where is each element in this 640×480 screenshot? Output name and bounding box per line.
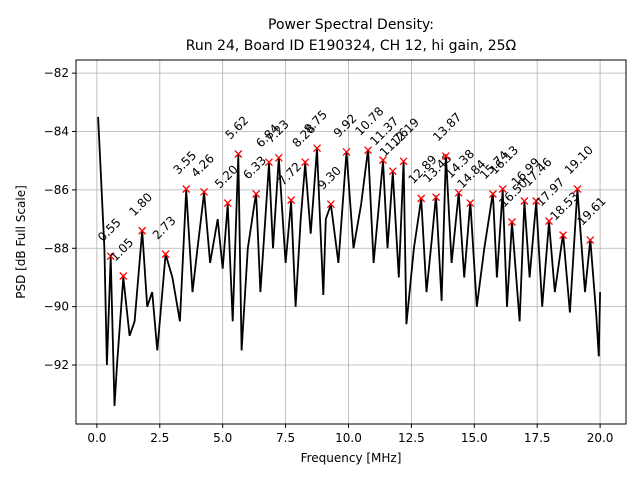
peak-marker [559,231,568,240]
peak-marker [466,199,475,207]
peak-marker [399,157,408,166]
peak-marker [498,185,507,193]
peak-marker [432,193,441,202]
x-tick-label: 7.5 [276,431,295,445]
peak-label: 19.10 [562,143,596,177]
peak-marker [378,156,387,165]
x-tick-label: 12.5 [398,431,425,445]
peak-marker [161,250,170,259]
peak-marker [388,167,397,176]
peak-label: 1.05 [108,235,137,264]
peak-marker [441,152,450,160]
peak-marker [234,150,243,158]
peak-marker [342,147,351,156]
x-tick-label: 5.0 [213,431,232,445]
x-tick-label: 10.0 [335,431,362,445]
peak-label: 5.62 [223,113,252,142]
peak-marker [301,158,310,167]
peak-marker [364,146,373,155]
peak-marker [454,188,463,197]
x-tick-label: 0.0 [87,431,106,445]
peak-label: 9.30 [315,164,344,193]
y-tick-label: −84 [44,125,69,139]
plot-frame [75,59,627,425]
peak-marker [545,217,553,226]
peak-marker [119,272,128,280]
peak-marker [532,197,541,205]
peak-marker [417,194,426,203]
x-axis-label: Frequency [MHz] [301,451,402,465]
peak-marker [252,190,261,198]
y-tick-label: −90 [44,300,69,314]
peak-marker [573,185,582,193]
peak-marker [586,236,595,245]
x-tick-label: 15.0 [461,431,488,445]
peak-marker [508,218,516,226]
peak-marker [265,158,273,167]
peak-marker [313,144,321,153]
peak-marker [488,190,497,198]
peak-marker [223,199,232,207]
peak-label: 2.73 [150,213,179,242]
peak-marker [274,153,283,162]
peak-marker [182,185,191,193]
chart-title: Power Spectral Density: [268,17,434,33]
y-axis-label: PSD [dB Full Scale] [14,185,28,299]
peak-marker [200,187,209,196]
y-tick-label: −92 [44,358,69,372]
y-tick-label: −88 [44,241,69,255]
x-tick-label: 2.5 [150,431,169,445]
peak-label: 1.80 [126,190,155,219]
x-tick-label: 20.0 [587,431,614,445]
x-tick-label: 17.5 [524,431,551,445]
y-tick-label: −82 [44,66,69,80]
peak-marker [287,196,296,205]
peak-label: 6.33 [240,153,269,182]
peak-label: 13.87 [430,110,464,144]
peak-marker [520,197,529,205]
psd-line [97,116,601,406]
peak-marker [326,200,335,209]
chart-subtitle: Run 24, Board ID E190324, CH 12, hi gain… [186,38,517,54]
y-tick-label: −86 [44,183,69,197]
peak-marker [106,252,115,261]
peak-marker [138,226,147,235]
peak-label: 0.55 [95,215,124,244]
